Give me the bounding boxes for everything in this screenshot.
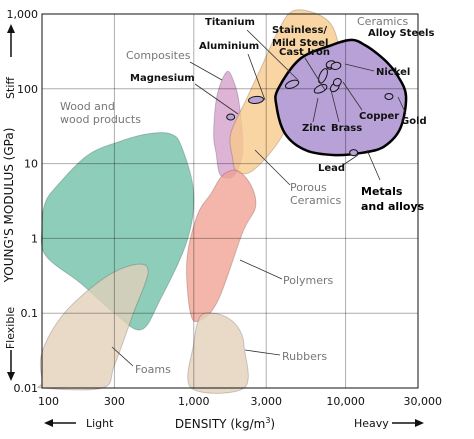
region-polymers (186, 169, 257, 323)
material-zinc (313, 84, 328, 94)
stiff-label: Stiff (4, 77, 17, 99)
y-tick-label: 100 (17, 83, 38, 96)
region-label-metals-and-alloys: Metals and alloys (361, 185, 425, 213)
light-label: Light (86, 417, 114, 430)
flexible-label: Flexible (4, 307, 17, 350)
y-tick-label: 0.01 (14, 382, 39, 395)
material-magnesium (226, 113, 236, 121)
leader-line (111, 346, 134, 367)
material-label-cast-iron: Cast Iron (279, 47, 330, 58)
y-tick-label: 0.1 (21, 307, 39, 320)
material-lead (349, 149, 359, 157)
leader-line (366, 149, 381, 181)
material-label-nickel: Nickel (376, 67, 410, 78)
leader-line (397, 96, 407, 115)
leader-line (244, 349, 281, 356)
x-tick-label: 30,000 (404, 395, 443, 408)
heavy-arrow-icon (392, 419, 424, 427)
material-nickel (330, 61, 342, 70)
leader-line (247, 53, 266, 101)
region-label-ceramics: Ceramics (357, 15, 409, 28)
material-cast-iron (318, 68, 328, 84)
region-label-composites: Composites (126, 49, 191, 62)
stiff-arrow-icon (7, 24, 15, 57)
light-arrow-icon (44, 419, 76, 427)
material-label-brass: Brass (331, 123, 362, 134)
material-label-alloy-steels: Alloy Steels (368, 28, 434, 39)
material-aluminium (248, 95, 264, 104)
region-label-rubbers: Rubbers (282, 350, 327, 363)
material-label-titanium: Titanium (205, 17, 255, 28)
flexible-arrow-icon (7, 350, 15, 381)
material-label-gold: Gold (401, 116, 427, 127)
x-tick-label: 100 (38, 395, 59, 408)
leader-line (304, 57, 326, 91)
region-rubbers (187, 312, 249, 394)
region-label-foams: Foams (135, 363, 171, 376)
material-label-copper: Copper (359, 111, 399, 122)
x-tick-label: 10,000 (326, 395, 365, 408)
leader-line (342, 81, 363, 111)
leader-line (246, 29, 299, 81)
x-axis-title: DENSITY (kg/m3) (175, 416, 275, 431)
leader-line (189, 61, 223, 81)
region-label-porous-ceramics: Porous Ceramics (290, 181, 342, 207)
leader-line (330, 89, 340, 123)
region-label-wood-and-wood-products: Wood and wood products (60, 100, 141, 126)
leader-line (344, 63, 375, 72)
plot-frame (41, 13, 419, 389)
material-label-stainless-mild-steel: Stainless/Mild Steel (272, 25, 328, 49)
x-tick-label: 3,000 (250, 395, 282, 408)
material-gold (384, 92, 394, 100)
region-outline-metals (274, 38, 408, 157)
y-tick-label: 10 (24, 158, 38, 171)
x-tick-label: 300 (104, 395, 125, 408)
leader-line (239, 259, 283, 280)
heavy-label: Heavy (354, 417, 389, 430)
material-copper (332, 77, 342, 87)
material-label-aluminium: Aluminium (199, 41, 259, 52)
leader-line (254, 149, 291, 186)
region-label-polymers: Polymers (283, 274, 334, 287)
material-label-zinc: Zinc (302, 123, 326, 134)
material-titanium (284, 79, 300, 89)
leader-line (339, 154, 359, 168)
y-axis-title: YOUNG'S MODULUS (GPa) (2, 128, 16, 284)
y-tick-label: 1 (31, 232, 38, 245)
x-tick-label: 1,000 (178, 395, 210, 408)
material-label-lead: Lead (318, 163, 345, 174)
y-tick-label: 1,000 (7, 8, 39, 21)
region-foams (37, 263, 149, 391)
leader-line (312, 97, 319, 123)
material-label-magnesium: Magnesium (130, 73, 195, 84)
leader-line (194, 83, 239, 115)
